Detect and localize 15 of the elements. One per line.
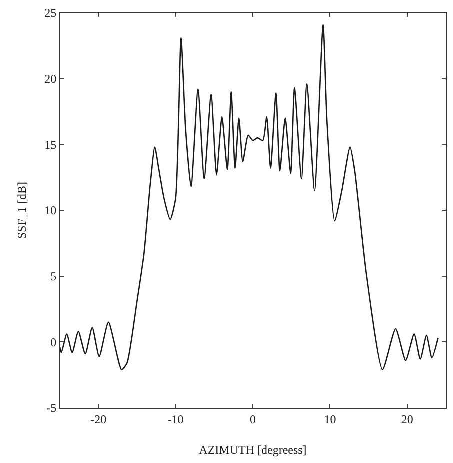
y-tick-label: 5 xyxy=(50,270,57,284)
y-tick-label: 25 xyxy=(44,6,57,20)
x-axis-title: AZIMUTH [degreess] xyxy=(199,443,307,457)
x-tick-label: 20 xyxy=(401,412,414,426)
y-tick-label: 20 xyxy=(44,72,57,86)
y-tick-label: 10 xyxy=(44,204,57,218)
y-tick-label: 0 xyxy=(50,335,57,350)
line-series xyxy=(60,24,439,370)
x-tick-label: 0 xyxy=(250,412,256,426)
x-tick-label: 10 xyxy=(324,412,336,426)
y-axis-title: SSF_1 [dB] xyxy=(15,182,29,240)
x-tick-label: -20 xyxy=(90,412,107,426)
y-tick-label: -5 xyxy=(46,401,57,416)
x-tick-label: -10 xyxy=(168,412,184,426)
y-tick-label: 15 xyxy=(44,138,57,152)
